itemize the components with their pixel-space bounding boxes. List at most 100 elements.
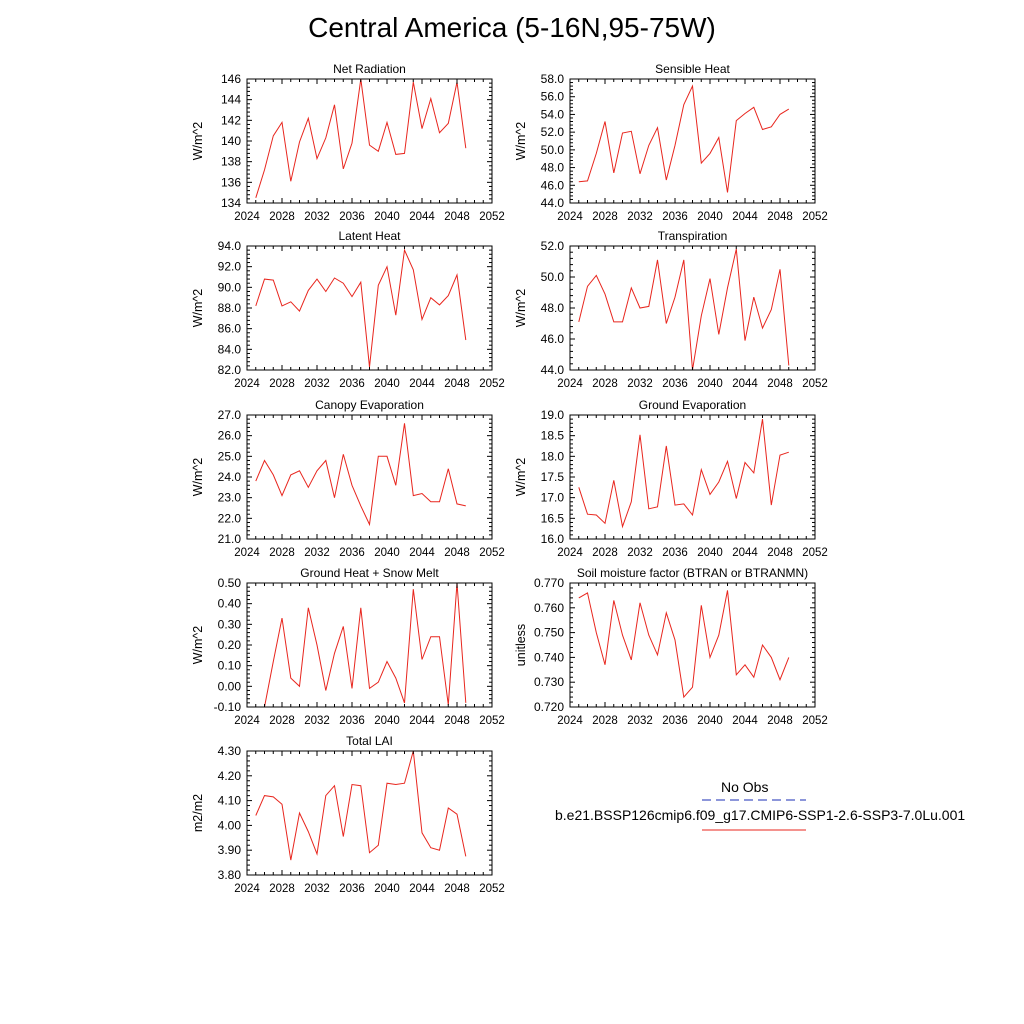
panel-title: Soil moisture factor (BTRAN or BTRANMN): [577, 566, 808, 580]
y-tick-label: 144: [221, 93, 241, 107]
y-tick-label: -0.10: [214, 700, 242, 714]
y-tick-label: 90.0: [218, 280, 242, 294]
y-tick-label: 58.0: [541, 72, 565, 86]
x-tick-label: 2052: [479, 211, 505, 223]
x-tick-label: 2044: [409, 547, 435, 559]
x-tick-label: 2032: [304, 547, 330, 559]
x-tick-label: 2024: [234, 378, 260, 390]
y-tick-label: 84.0: [218, 342, 242, 356]
y-tick-label: 82.0: [218, 363, 242, 377]
x-tick-label: 2048: [767, 378, 793, 390]
y-tick-label: 48.0: [541, 161, 565, 175]
x-tick-label: 2052: [802, 547, 828, 559]
x-tick-label: 2036: [662, 547, 688, 559]
y-axis-label: W/m^2: [514, 458, 528, 497]
x-tick-label: 2052: [479, 883, 505, 895]
y-axis-label: W/m^2: [514, 122, 528, 161]
y-tick-label: 16.5: [541, 511, 565, 525]
panel-title: Sensible Heat: [655, 62, 730, 76]
x-tick-label: 2052: [479, 715, 505, 727]
x-tick-label: 2044: [409, 715, 435, 727]
y-axis-label: W/m^2: [191, 626, 205, 665]
y-tick-label: 17.5: [541, 470, 565, 484]
y-axis-label: m2/m2: [191, 794, 205, 832]
y-tick-label: 0.750: [534, 626, 564, 640]
y-tick-label: 140: [221, 134, 241, 148]
x-tick-label: 2044: [409, 211, 435, 223]
y-tick-label: 18.5: [541, 429, 565, 443]
y-tick-label: 24.0: [218, 470, 242, 484]
x-tick-label: 2028: [269, 211, 295, 223]
y-tick-label: 46.0: [541, 332, 565, 346]
x-tick-label: 2052: [479, 547, 505, 559]
legend-case-label: b.e21.BSSP126cmip6.f09_g17.CMIP6-SSP1-2.…: [555, 807, 966, 823]
y-tick-label: 0.20: [218, 638, 242, 652]
x-tick-label: 2028: [269, 883, 295, 895]
x-tick-label: 2044: [732, 211, 758, 223]
x-tick-label: 2032: [304, 715, 330, 727]
y-axis-label: W/m^2: [191, 289, 205, 328]
x-tick-label: 2052: [479, 378, 505, 390]
x-tick-label: 2040: [697, 547, 723, 559]
y-tick-label: 3.90: [218, 843, 242, 857]
x-tick-label: 2032: [304, 211, 330, 223]
x-tick-label: 2048: [444, 883, 470, 895]
page-title: Central America (5-16N,95-75W): [308, 12, 716, 43]
x-tick-label: 2024: [557, 378, 583, 390]
x-tick-label: 2032: [627, 715, 653, 727]
y-tick-label: 44.0: [541, 363, 565, 377]
y-tick-label: 54.0: [541, 107, 565, 121]
x-tick-label: 2040: [374, 211, 400, 223]
x-tick-label: 2048: [444, 211, 470, 223]
y-tick-label: 48.0: [541, 301, 565, 315]
panel-title: Ground Evaporation: [639, 398, 746, 412]
x-tick-label: 2048: [444, 715, 470, 727]
x-tick-label: 2036: [662, 211, 688, 223]
x-tick-label: 2044: [732, 547, 758, 559]
y-tick-label: 0.740: [534, 650, 564, 664]
x-tick-label: 2036: [339, 715, 365, 727]
x-tick-label: 2028: [592, 547, 618, 559]
y-tick-label: 52.0: [541, 125, 565, 139]
chart-panel: 2024 2028 2032 2036 2040 2044 2048 2052 82.0 84.0…: [191, 229, 505, 390]
x-tick-label: 2040: [697, 211, 723, 223]
y-tick-label: 146: [221, 72, 241, 86]
chart-panel: 2024 2028 2032 2036 2040 2044 2048 2052 134 136 13…: [191, 62, 505, 223]
series-line: [255, 751, 467, 861]
x-tick-label: 2040: [374, 378, 400, 390]
x-tick-label: 2032: [627, 547, 653, 559]
x-tick-label: 2048: [444, 378, 470, 390]
y-tick-label: 4.10: [218, 794, 242, 808]
x-tick-label: 2028: [592, 378, 618, 390]
panel-title: Latent Heat: [338, 229, 401, 243]
legend-obs-swatch: [702, 799, 806, 801]
y-tick-label: 134: [221, 196, 241, 210]
panel-title: Total LAI: [346, 734, 393, 748]
plot-frame: [569, 414, 816, 540]
panel-title: Ground Heat + Snow Melt: [300, 566, 439, 580]
x-tick-label: 2044: [732, 378, 758, 390]
y-tick-label: 25.0: [218, 449, 242, 463]
x-tick-label: 2024: [234, 883, 260, 895]
x-tick-label: 2024: [557, 211, 583, 223]
y-tick-label: 138: [221, 155, 241, 169]
x-tick-label: 2024: [234, 547, 260, 559]
y-tick-label: 0.720: [534, 700, 564, 714]
y-tick-label: 21.0: [218, 532, 242, 546]
y-tick-label: 136: [221, 175, 241, 189]
y-tick-label: 0.00: [218, 679, 242, 693]
y-tick-label: 3.80: [218, 868, 242, 882]
series-line: [578, 419, 789, 529]
y-tick-label: 0.760: [534, 601, 564, 615]
x-tick-label: 2052: [802, 211, 828, 223]
series-line: [255, 248, 467, 367]
x-tick-label: 2044: [409, 883, 435, 895]
x-tick-label: 2040: [697, 378, 723, 390]
y-tick-label: 56.0: [541, 90, 565, 104]
y-tick-label: 142: [221, 113, 241, 127]
y-tick-label: 0.770: [534, 576, 564, 590]
chart-panel: 2024 2028 2032 2036 2040 2044 2048 2052 44.0 46.0…: [514, 62, 828, 223]
y-axis-label: unitless: [514, 624, 528, 666]
y-tick-label: 44.0: [541, 196, 565, 210]
